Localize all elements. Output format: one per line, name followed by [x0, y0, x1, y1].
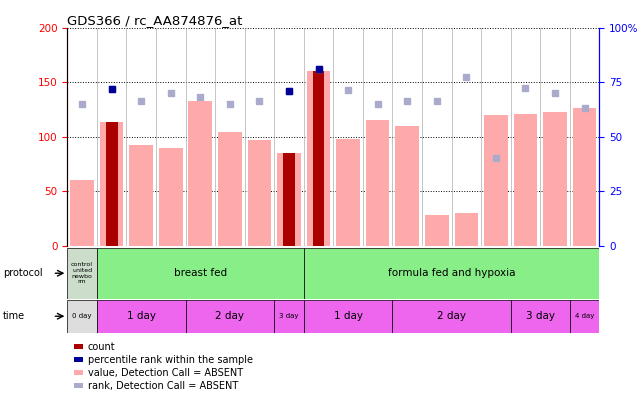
Bar: [484, 115, 508, 246]
Text: protocol: protocol: [3, 268, 43, 278]
Text: time: time: [3, 311, 26, 321]
Text: 2 day: 2 day: [215, 311, 244, 321]
Bar: [307, 71, 330, 246]
Text: 0 day: 0 day: [72, 313, 92, 319]
Bar: [513, 114, 537, 246]
Bar: [313, 71, 324, 246]
Bar: [304, 248, 599, 299]
Bar: [274, 300, 304, 333]
Bar: [67, 300, 97, 333]
Bar: [543, 112, 567, 246]
Bar: [247, 140, 271, 246]
Bar: [97, 300, 185, 333]
Bar: [337, 139, 360, 246]
Bar: [71, 180, 94, 246]
Text: breast fed: breast fed: [174, 268, 227, 278]
Bar: [304, 300, 392, 333]
Text: percentile rank within the sample: percentile rank within the sample: [88, 354, 253, 365]
Text: 1 day: 1 day: [127, 311, 156, 321]
Text: 3 day: 3 day: [279, 313, 299, 319]
Bar: [159, 147, 183, 246]
Bar: [218, 132, 242, 246]
Bar: [106, 122, 117, 246]
Text: value, Detection Call = ABSENT: value, Detection Call = ABSENT: [88, 367, 243, 378]
Bar: [283, 153, 295, 246]
Text: 4 day: 4 day: [575, 313, 594, 319]
Bar: [97, 248, 304, 299]
Text: 2 day: 2 day: [437, 311, 466, 321]
Bar: [570, 300, 599, 333]
Bar: [395, 126, 419, 246]
Bar: [129, 145, 153, 246]
Bar: [511, 300, 570, 333]
Text: formula fed and hypoxia: formula fed and hypoxia: [388, 268, 515, 278]
Text: GDS366 / rc_AA874876_at: GDS366 / rc_AA874876_at: [67, 13, 243, 27]
Bar: [277, 153, 301, 246]
Text: 1 day: 1 day: [333, 311, 363, 321]
Bar: [185, 300, 274, 333]
Bar: [392, 300, 511, 333]
Bar: [188, 101, 212, 246]
Text: control
united
newbo
rm: control united newbo rm: [71, 262, 93, 284]
Text: rank, Detection Call = ABSENT: rank, Detection Call = ABSENT: [88, 381, 238, 391]
Bar: [366, 120, 390, 246]
Bar: [454, 213, 478, 246]
Bar: [573, 108, 596, 246]
Bar: [100, 122, 124, 246]
Text: 3 day: 3 day: [526, 311, 554, 321]
Bar: [67, 248, 97, 299]
Bar: [425, 215, 449, 246]
Text: count: count: [88, 341, 115, 352]
